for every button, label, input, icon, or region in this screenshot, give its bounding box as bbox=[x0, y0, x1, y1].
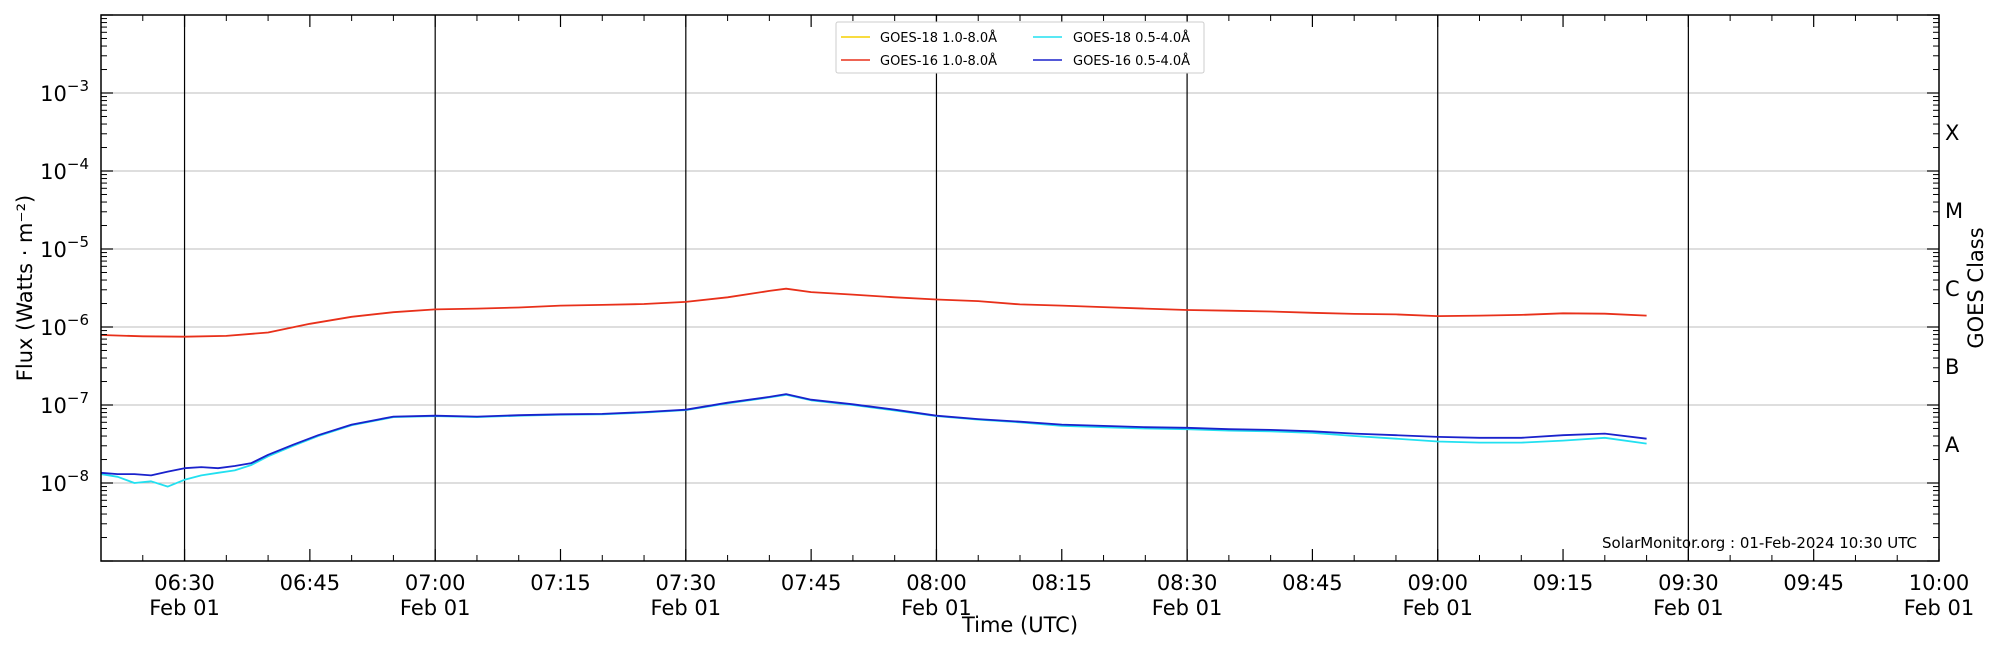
y-tick-label-0: 10−8 bbox=[40, 467, 89, 496]
vertical-time-lines bbox=[183, 15, 1689, 561]
y-tick-label-3: 10−5 bbox=[40, 233, 89, 262]
credit-label: SolarMonitor.org : 01-Feb-2024 10:30 UTC bbox=[1602, 534, 1917, 552]
series-line-3 bbox=[100, 393, 1647, 477]
x-tick-label-9: 08:45 bbox=[1282, 571, 1343, 595]
legend-label-goes16-short: GOES-16 0.5-4.0Å bbox=[1073, 53, 1190, 69]
x-tick-label-13: 09:45 bbox=[1783, 571, 1844, 595]
x-tick-label-4: 07:30 bbox=[656, 571, 717, 595]
x-tick-label-14: 10:00 bbox=[1909, 571, 1970, 595]
goes-class-label-X: X bbox=[1945, 121, 1959, 145]
x-tick-label-1: 06:45 bbox=[280, 571, 341, 595]
y-tick-label-4: 10−4 bbox=[40, 155, 89, 184]
x-tick-label-8: 08:30 bbox=[1157, 571, 1218, 595]
legend-label-goes18-long: GOES-18 1.0-8.0Å bbox=[880, 30, 997, 46]
x-axis-title: Time (UTC) bbox=[961, 613, 1078, 637]
x-tick-label-12: 09:30 bbox=[1658, 571, 1719, 595]
x-tick-label-11: 09:15 bbox=[1533, 571, 1594, 595]
y-tick-label-5: 10−3 bbox=[40, 77, 89, 106]
plot-frame bbox=[100, 14, 1940, 562]
x-tick-label-0: 06:30 bbox=[154, 571, 215, 595]
x-tick-label-7: 08:15 bbox=[1032, 571, 1093, 595]
goes-class-label-A: A bbox=[1945, 433, 1960, 457]
x-tick-date-4: Feb 01 bbox=[651, 596, 722, 620]
x-tick-date-2: Feb 01 bbox=[400, 596, 471, 620]
series-line-1 bbox=[100, 287, 1647, 338]
goes-class-label-M: M bbox=[1945, 199, 1963, 223]
series-line-2 bbox=[100, 393, 1647, 488]
y-axis-right-title: GOES Class bbox=[1964, 227, 1988, 348]
x-tick-date-12: Feb 01 bbox=[1653, 596, 1724, 620]
legend: GOES-18 1.0-8.0Å GOES-16 1.0-8.0Å GOES-1… bbox=[835, 21, 1205, 74]
y-axis-title: Flux (Watts · m⁻²) bbox=[13, 195, 37, 381]
x-tick-date-10: Feb 01 bbox=[1402, 596, 1473, 620]
x-tick-date-8: Feb 01 bbox=[1152, 596, 1223, 620]
x-tick-label-2: 07:00 bbox=[405, 571, 466, 595]
legend-label-goes16-long: GOES-16 1.0-8.0Å bbox=[880, 53, 997, 69]
x-tick-date-14: Feb 01 bbox=[1904, 596, 1975, 620]
x-tick-date-6: Feb 01 bbox=[901, 596, 972, 620]
x-tick-label-10: 09:00 bbox=[1407, 571, 1468, 595]
legend-label-goes18-short: GOES-18 0.5-4.0Å bbox=[1073, 30, 1190, 46]
goes-class-label-B: B bbox=[1945, 355, 1959, 379]
legend-box bbox=[835, 21, 1205, 74]
grid-layer bbox=[101, 92, 1939, 484]
y-tick-label-2: 10−6 bbox=[40, 311, 89, 340]
x-tick-date-0: Feb 01 bbox=[149, 596, 220, 620]
x-tick-label-5: 07:45 bbox=[781, 571, 842, 595]
x-tick-label-3: 07:15 bbox=[530, 571, 591, 595]
goes-class-label-C: C bbox=[1945, 277, 1960, 301]
x-tick-label-6: 08:00 bbox=[906, 571, 967, 595]
series-layer bbox=[100, 287, 1647, 488]
y-tick-label-1: 10−7 bbox=[40, 389, 89, 418]
